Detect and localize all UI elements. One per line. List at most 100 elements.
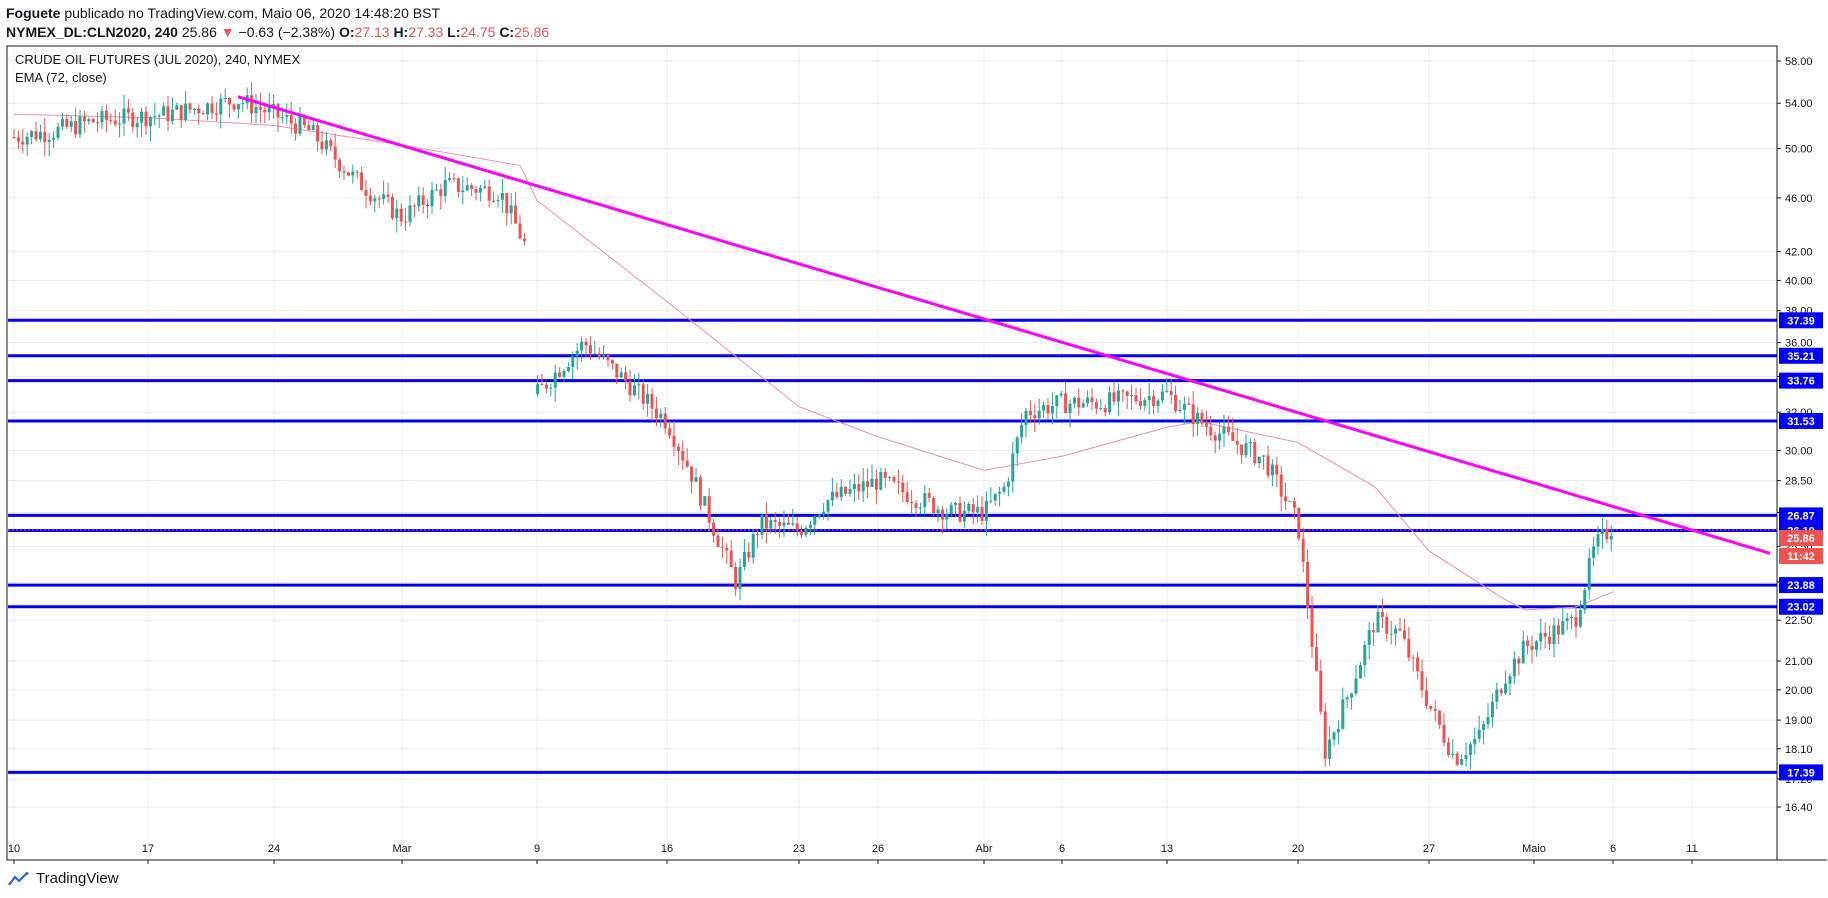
candle-body: [360, 172, 364, 191]
candle-body: [976, 507, 980, 513]
close-value: 25.86: [514, 24, 550, 40]
candle-body: [170, 109, 174, 122]
candle-body: [96, 122, 100, 124]
candle-body: [1407, 638, 1411, 658]
candle-body: [716, 535, 720, 547]
candle-body: [434, 189, 438, 191]
candle-body: [1477, 729, 1481, 739]
candle-body: [1046, 405, 1050, 414]
candle-body: [1257, 456, 1261, 464]
candle-body: [1565, 618, 1569, 622]
candle-body: [575, 350, 579, 357]
trendline-layer: [237, 95, 1771, 555]
candle-body: [712, 522, 716, 536]
candle-body: [1482, 724, 1486, 730]
candle-body: [461, 190, 465, 193]
x-tick-label: 6: [1610, 843, 1616, 855]
candle-body: [1490, 701, 1494, 718]
candle-body: [945, 514, 949, 520]
candle-body: [214, 113, 218, 115]
candle-body: [162, 106, 166, 116]
candle-body: [654, 408, 658, 418]
candle-body: [241, 103, 245, 105]
candle-body: [1284, 496, 1288, 502]
candle-body: [1438, 710, 1442, 725]
y-tick-label: 18.10: [1785, 744, 1813, 756]
candle-body: [197, 108, 201, 114]
tradingview-icon: [8, 871, 29, 886]
tradingview-brand: TradingView: [36, 870, 119, 887]
plot-frame: [6, 45, 1778, 861]
candle-body: [830, 491, 834, 501]
symbol-label: NYMEX_DL:CLN2020, 240: [6, 24, 178, 40]
candle-body: [1248, 442, 1252, 444]
candle-body: [1389, 633, 1393, 635]
candle-body: [448, 178, 452, 180]
trendline[interactable]: [237, 95, 1771, 555]
candle-body: [1055, 395, 1059, 407]
candle-body: [1306, 562, 1310, 608]
level-price-label: 23.88: [1787, 580, 1815, 592]
candle-body: [78, 116, 82, 135]
candle-body: [1125, 391, 1129, 396]
candle-body: [148, 116, 152, 127]
x-tick-label: 27: [1423, 843, 1435, 855]
candle-body: [69, 121, 73, 127]
candle-body: [351, 171, 355, 176]
candle-body: [153, 116, 157, 118]
candle-body: [74, 121, 78, 135]
x-tick-label: 6: [1059, 843, 1065, 855]
y-tick-label: 40.00: [1785, 275, 1813, 287]
candle-body: [764, 514, 768, 529]
x-tick-label: 26: [872, 843, 884, 855]
candle-body: [1288, 501, 1292, 503]
candle-body: [879, 471, 883, 490]
y-tick-label: 42.00: [1785, 247, 1813, 259]
candle-body: [87, 119, 91, 122]
y-tick-label: 16.40: [1785, 802, 1813, 814]
candle-body: [883, 471, 887, 478]
candle-body: [382, 194, 386, 199]
candle-body: [272, 104, 276, 107]
close-label: C:: [499, 24, 515, 40]
candle-body: [866, 481, 870, 487]
candle-body: [558, 372, 562, 377]
candle-body: [984, 500, 988, 521]
candle-body: [936, 509, 940, 514]
candle-body: [263, 109, 267, 113]
candle-body: [307, 124, 311, 131]
candle-body: [826, 500, 830, 512]
candle-body: [1460, 759, 1464, 765]
candle-body: [1042, 405, 1046, 411]
candle-body: [1050, 406, 1054, 414]
candle-body: [1218, 433, 1222, 441]
candle-body: [650, 394, 654, 409]
candle-body: [725, 547, 729, 551]
candle-body: [1345, 697, 1349, 700]
candle-body: [373, 198, 377, 202]
tradingview-logo[interactable]: TradingView: [8, 870, 119, 887]
candle-body: [1354, 678, 1358, 694]
candle-body: [1372, 630, 1376, 633]
candle-body: [940, 509, 944, 520]
candle-body: [509, 205, 513, 214]
candle-body: [949, 504, 953, 515]
candle-body: [1600, 529, 1604, 535]
candle-body: [1011, 453, 1015, 482]
candle-body: [144, 111, 148, 127]
candle-body: [1521, 640, 1525, 664]
x-tick-label: 10: [8, 843, 20, 855]
author-name[interactable]: Foguete: [6, 5, 61, 21]
candle-body: [962, 510, 966, 522]
x-tick-label: Maio: [1522, 843, 1546, 855]
level-price-tag: [1779, 412, 1823, 429]
candle-body: [206, 103, 210, 115]
candle-body: [267, 106, 271, 113]
candle-body: [276, 104, 280, 118]
candle-body: [703, 496, 707, 506]
candle-body: [698, 477, 702, 506]
candle-body: [1028, 410, 1032, 416]
level-price-tag: [1779, 507, 1823, 524]
chart-header: Foguete publicado no TradingView.com, Ma…: [6, 4, 549, 42]
